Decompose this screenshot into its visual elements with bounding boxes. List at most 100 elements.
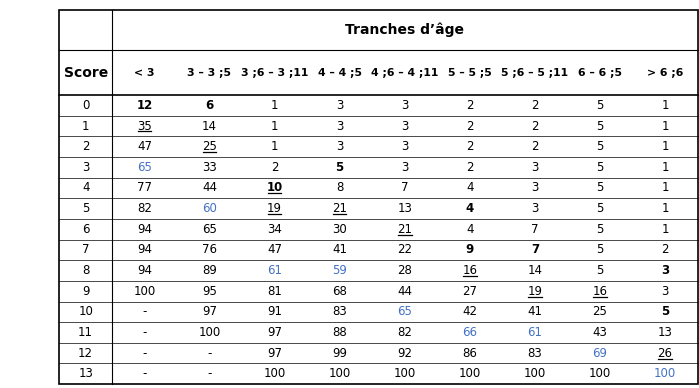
Text: 3: 3: [336, 99, 343, 112]
Text: 5: 5: [596, 161, 604, 174]
Text: 44: 44: [202, 182, 217, 194]
Text: 1: 1: [271, 140, 278, 153]
Text: 4: 4: [82, 182, 89, 194]
Text: 27: 27: [462, 285, 477, 298]
Text: 5: 5: [596, 182, 604, 194]
Text: 11: 11: [78, 326, 93, 339]
Text: 1: 1: [661, 223, 669, 236]
Text: 6: 6: [206, 99, 214, 112]
Text: 6 – 6 ;5: 6 – 6 ;5: [578, 68, 622, 78]
Text: 21: 21: [397, 223, 412, 236]
Text: 0: 0: [82, 99, 89, 112]
Text: 5: 5: [596, 243, 604, 256]
Text: 1: 1: [271, 120, 278, 133]
Text: 1: 1: [661, 202, 669, 215]
Text: < 3: < 3: [134, 68, 154, 78]
Text: 2: 2: [531, 140, 539, 153]
Text: 1: 1: [661, 99, 669, 112]
Text: 86: 86: [462, 346, 477, 360]
Text: 3: 3: [531, 202, 538, 215]
Text: 69: 69: [593, 346, 607, 360]
Text: 5: 5: [596, 264, 604, 277]
Text: 12: 12: [78, 346, 93, 360]
Text: 76: 76: [202, 243, 217, 256]
Text: 81: 81: [267, 285, 282, 298]
Text: 13: 13: [397, 202, 412, 215]
Text: 26: 26: [658, 346, 672, 360]
Text: 3: 3: [661, 285, 669, 298]
Text: -: -: [142, 367, 147, 380]
Text: 2: 2: [531, 99, 539, 112]
Text: 2: 2: [466, 99, 473, 112]
Text: 3: 3: [531, 161, 538, 174]
Text: 100: 100: [459, 367, 481, 380]
Text: 94: 94: [137, 264, 152, 277]
Text: 100: 100: [134, 285, 155, 298]
Text: 3: 3: [661, 264, 669, 277]
Text: 3 – 3 ;5: 3 – 3 ;5: [187, 68, 231, 78]
Text: 21: 21: [332, 202, 347, 215]
Text: 9: 9: [82, 285, 89, 298]
Text: 44: 44: [397, 285, 412, 298]
Text: 43: 43: [593, 326, 607, 339]
Text: -: -: [142, 326, 147, 339]
Text: 83: 83: [528, 346, 542, 360]
Text: 100: 100: [589, 367, 611, 380]
Text: 5: 5: [596, 223, 604, 236]
Text: 28: 28: [397, 264, 412, 277]
Text: 42: 42: [462, 305, 477, 319]
Text: 97: 97: [202, 305, 217, 319]
Text: 25: 25: [593, 305, 607, 319]
Text: 4 – 4 ;5: 4 – 4 ;5: [317, 68, 361, 78]
Text: 65: 65: [137, 161, 152, 174]
Text: 97: 97: [267, 326, 282, 339]
Text: 19: 19: [527, 285, 542, 298]
Text: 16: 16: [593, 285, 607, 298]
Text: 2: 2: [531, 120, 539, 133]
Text: 35: 35: [137, 120, 152, 133]
Text: 3: 3: [401, 140, 408, 153]
Text: 13: 13: [78, 367, 93, 380]
Text: 3: 3: [336, 120, 343, 133]
Text: 1: 1: [661, 161, 669, 174]
Text: 5: 5: [596, 140, 604, 153]
Text: 30: 30: [332, 223, 347, 236]
Text: 3: 3: [401, 99, 408, 112]
Text: 100: 100: [654, 367, 676, 380]
Text: 8: 8: [82, 264, 89, 277]
Text: 14: 14: [527, 264, 542, 277]
Text: 9: 9: [466, 243, 474, 256]
Text: 59: 59: [332, 264, 347, 277]
Text: 1: 1: [661, 140, 669, 153]
Text: 5: 5: [596, 99, 604, 112]
Text: 100: 100: [524, 367, 546, 380]
Text: 3: 3: [401, 161, 408, 174]
Text: 4: 4: [466, 202, 474, 215]
Text: 100: 100: [264, 367, 286, 380]
Text: 91: 91: [267, 305, 282, 319]
Text: 5 – 5 ;5: 5 – 5 ;5: [448, 68, 491, 78]
Text: 66: 66: [462, 326, 477, 339]
Text: 8: 8: [336, 182, 343, 194]
Text: -: -: [142, 346, 147, 360]
Text: 89: 89: [202, 264, 217, 277]
Text: 100: 100: [329, 367, 351, 380]
Text: 65: 65: [202, 223, 217, 236]
Text: 47: 47: [137, 140, 152, 153]
Text: 92: 92: [397, 346, 412, 360]
Text: 4: 4: [466, 182, 473, 194]
Text: 47: 47: [267, 243, 282, 256]
Text: 33: 33: [202, 161, 217, 174]
Text: 4: 4: [466, 223, 473, 236]
Text: 14: 14: [202, 120, 217, 133]
Text: 5: 5: [82, 202, 89, 215]
Text: 77: 77: [137, 182, 152, 194]
Text: 88: 88: [332, 326, 347, 339]
Text: > 6 ;6: > 6 ;6: [647, 68, 683, 78]
Text: 2: 2: [661, 243, 669, 256]
Text: 10: 10: [266, 182, 282, 194]
Text: 94: 94: [137, 243, 152, 256]
Text: 94: 94: [137, 223, 152, 236]
Text: 3 ;6 – 3 ;11: 3 ;6 – 3 ;11: [241, 68, 308, 78]
Text: 4 ;6 – 4 ;11: 4 ;6 – 4 ;11: [371, 68, 438, 78]
